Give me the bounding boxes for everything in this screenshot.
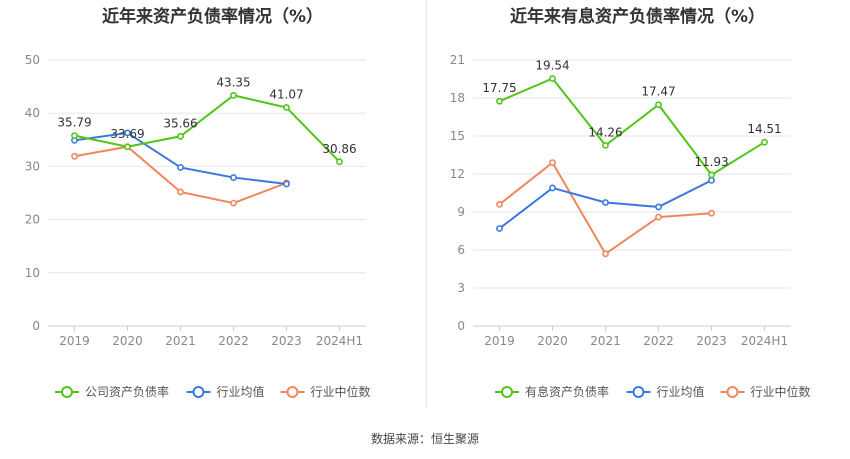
- data-point: [230, 199, 237, 207]
- y-tick-label: 50: [25, 53, 40, 67]
- x-tick-label: 2022: [643, 334, 674, 348]
- legend-marker: [61, 386, 73, 398]
- y-tick-label: 20: [25, 213, 40, 227]
- data-point: [655, 101, 662, 109]
- x-tick-label: 2021: [590, 334, 621, 348]
- data-label: 41.07: [269, 88, 303, 102]
- series-line: [74, 131, 287, 185]
- data-source: 数据来源：恒生聚源: [370, 432, 479, 446]
- y-tick-label: 3: [457, 281, 465, 295]
- x-tick-label: 2024H1: [316, 334, 363, 348]
- data-point: [230, 174, 237, 181]
- data-point: [761, 138, 768, 146]
- legend-label: 有息资产负债率: [525, 384, 609, 399]
- chart-left: 近年来资产负债率情况（%） 0 10 20 30 40 50 2019 2020 2021 202…: [0, 0, 425, 420]
- y-tick-label: 30: [25, 159, 40, 173]
- data-point: [549, 159, 556, 166]
- data-point: [496, 97, 503, 105]
- x-tick-label: 2019: [484, 334, 515, 348]
- data-label: 17.75: [482, 81, 516, 95]
- legend-marker: [286, 386, 299, 398]
- data-point: [655, 203, 662, 211]
- chart-right: 近年来有息资产负债率情况（%） 0 3 6 9 12 15 18 21 2019 2020 2021…: [425, 0, 850, 420]
- data-label: 35.79: [57, 116, 91, 130]
- data-point: [336, 158, 343, 166]
- data-point: [549, 184, 556, 192]
- y-tick-label: 21: [450, 53, 465, 67]
- data-point: [283, 180, 290, 188]
- chart-left-svg: 0 10 20 30 40 50 2019 2020 2021 2022 2023 2024H1 35.…: [25, 53, 371, 399]
- data-point: [496, 200, 503, 208]
- data-label: 33.69: [110, 127, 144, 141]
- data-point: [71, 152, 78, 160]
- y-tick-label: 6: [457, 243, 465, 257]
- x-tick-label: 2022: [218, 334, 249, 348]
- data-point: [602, 141, 609, 149]
- legend-marker: [726, 386, 739, 398]
- data-point: [708, 176, 715, 184]
- y-tick-label: 0: [457, 319, 465, 333]
- data-label: 30.86: [322, 142, 356, 156]
- x-tick-label: 2020: [537, 334, 568, 348]
- y-tick-label: 40: [25, 106, 40, 120]
- legend-label: 行业中位数: [751, 384, 811, 399]
- legend-marker: [192, 386, 205, 398]
- data-point: [708, 171, 715, 179]
- x-tick-label: 2021: [165, 334, 196, 348]
- data-label: 19.54: [535, 58, 569, 72]
- y-tick-label: 15: [450, 129, 465, 143]
- data-point: [177, 164, 184, 171]
- data-label: 35.66: [163, 116, 197, 130]
- data-label: 14.51: [747, 122, 781, 136]
- chart-right-svg: 0 3 6 9 12 15 18 21 2019 2020 2021 2022 2023 2024H1 17…: [450, 53, 811, 399]
- y-tick-label: 0: [32, 319, 40, 333]
- x-tick-label: 2020: [112, 334, 143, 348]
- legend-label: 公司资产负债率: [85, 384, 169, 399]
- data-label: 43.35: [216, 75, 250, 89]
- legend-marker: [501, 386, 513, 398]
- data-point: [177, 132, 184, 140]
- data-point: [230, 91, 237, 99]
- legend-label: 行业均值: [217, 384, 265, 399]
- series-line: [498, 161, 712, 256]
- y-tick-label: 12: [450, 167, 465, 181]
- data-label: 17.47: [641, 85, 675, 99]
- data-point: [71, 132, 78, 139]
- data-label: 14.26: [588, 125, 622, 139]
- data-point: [602, 250, 609, 258]
- x-tick-label: 2023: [271, 334, 302, 348]
- series-line: [74, 94, 341, 163]
- data-point: [124, 129, 131, 137]
- series-line: [499, 77, 766, 177]
- data-label: 11.93: [694, 155, 728, 169]
- data-point: [496, 225, 503, 232]
- data-point: [177, 188, 184, 196]
- x-tick-label: 2019: [59, 334, 90, 348]
- y-tick-label: 10: [25, 266, 40, 280]
- data-point: [124, 143, 131, 151]
- panel-divider: [426, 0, 427, 408]
- data-point: [549, 75, 556, 82]
- data-point: [655, 213, 662, 221]
- data-point: [602, 199, 609, 206]
- legend-marker: [632, 386, 645, 398]
- data-point: [283, 104, 290, 111]
- data-point: [708, 209, 715, 217]
- legend-label: 行业均值: [657, 384, 705, 399]
- y-tick-label: 18: [450, 91, 465, 105]
- x-tick-label: 2023: [696, 334, 727, 348]
- y-tick-label: 9: [457, 205, 465, 219]
- x-tick-label: 2024H1: [741, 334, 788, 348]
- legend-label: 行业中位数: [311, 384, 371, 399]
- chart-title: 近年来资产负债率情况（%）: [101, 7, 324, 27]
- chart-title: 近年来有息资产负债率情况（%）: [509, 7, 766, 27]
